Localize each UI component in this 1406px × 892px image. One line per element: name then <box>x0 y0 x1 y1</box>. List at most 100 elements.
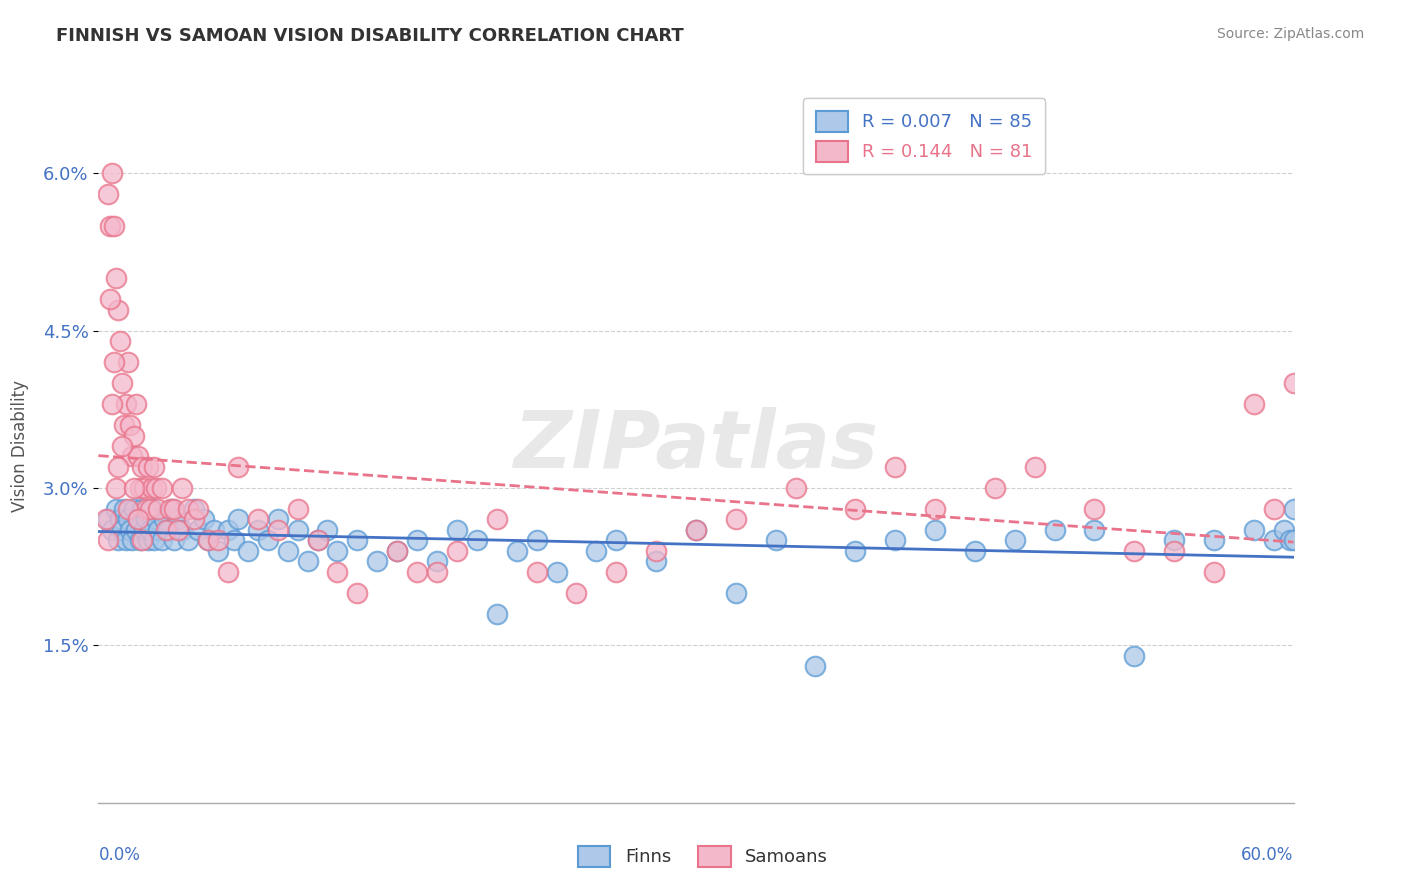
Point <box>426 554 449 568</box>
Point <box>1163 533 1185 548</box>
Point <box>97 533 120 548</box>
Point <box>506 544 529 558</box>
Point <box>446 523 468 537</box>
Point <box>177 533 200 548</box>
Point <box>1272 523 1295 537</box>
Point <box>267 512 290 526</box>
Point <box>1243 523 1265 537</box>
Point <box>963 544 986 558</box>
Point <box>924 502 946 516</box>
Point <box>1282 376 1305 390</box>
Point <box>153 512 176 526</box>
Point <box>145 481 167 495</box>
Point <box>326 544 349 558</box>
Point <box>1243 397 1265 411</box>
Point <box>406 565 429 579</box>
Point <box>155 523 177 537</box>
Point <box>103 355 125 369</box>
Point <box>1282 533 1305 548</box>
Point <box>110 512 132 526</box>
Point <box>97 187 120 202</box>
Point <box>884 533 907 548</box>
Point <box>112 502 135 516</box>
Legend: Finns, Samoans: Finns, Samoans <box>571 838 835 874</box>
Point <box>129 481 152 495</box>
Point <box>246 523 269 537</box>
Point <box>645 554 668 568</box>
Point <box>134 523 156 537</box>
Point <box>107 533 129 548</box>
Point <box>172 481 194 495</box>
Text: Source: ZipAtlas.com: Source: ZipAtlas.com <box>1216 27 1364 41</box>
Point <box>159 502 181 516</box>
Point <box>222 533 245 548</box>
Point <box>1083 502 1105 516</box>
Point <box>134 481 156 495</box>
Point <box>115 533 138 548</box>
Point <box>117 502 139 516</box>
Point <box>139 502 162 516</box>
Point <box>129 533 152 548</box>
Point <box>121 533 143 548</box>
Point <box>96 512 118 526</box>
Point <box>287 502 309 516</box>
Point <box>207 533 229 548</box>
Point <box>117 355 139 369</box>
Point <box>98 219 122 233</box>
Text: 0.0%: 0.0% <box>98 846 141 863</box>
Point <box>1282 502 1305 516</box>
Point <box>136 533 159 548</box>
Point <box>1024 460 1046 475</box>
Point <box>157 523 180 537</box>
Point <box>226 512 249 526</box>
Point <box>804 659 827 673</box>
Point <box>217 523 239 537</box>
Point <box>605 533 627 548</box>
Y-axis label: Vision Disability: Vision Disability <box>11 380 30 512</box>
Point <box>207 544 229 558</box>
Point <box>98 292 122 306</box>
Point <box>120 417 142 432</box>
Point <box>526 533 548 548</box>
Point <box>111 376 134 390</box>
Point <box>121 450 143 464</box>
Point <box>724 512 747 526</box>
Point <box>1202 533 1225 548</box>
Point <box>256 533 278 548</box>
Point <box>984 481 1007 495</box>
Point <box>160 502 183 516</box>
Point <box>115 397 138 411</box>
Point <box>124 428 146 442</box>
Point <box>112 417 135 432</box>
Point <box>148 523 170 537</box>
Point <box>145 512 167 526</box>
Point <box>125 523 148 537</box>
Point <box>101 397 124 411</box>
Point <box>267 523 290 537</box>
Point <box>1263 502 1285 516</box>
Text: ZIPatlas: ZIPatlas <box>513 407 879 485</box>
Point <box>111 439 134 453</box>
Point <box>177 502 200 516</box>
Point <box>187 523 209 537</box>
Point <box>163 533 186 548</box>
Point <box>326 565 349 579</box>
Point <box>197 533 219 548</box>
Point <box>426 565 449 579</box>
Point <box>685 523 707 537</box>
Point <box>127 450 149 464</box>
Point <box>645 544 668 558</box>
Point <box>193 512 215 526</box>
Point <box>107 302 129 317</box>
Point <box>1004 533 1026 548</box>
Point <box>127 512 149 526</box>
Point <box>97 512 120 526</box>
Point <box>107 460 129 475</box>
Point <box>277 544 299 558</box>
Point <box>139 523 162 537</box>
Point <box>143 460 166 475</box>
Point <box>167 523 190 537</box>
Point <box>1263 533 1285 548</box>
Point <box>1043 523 1066 537</box>
Point <box>765 533 787 548</box>
